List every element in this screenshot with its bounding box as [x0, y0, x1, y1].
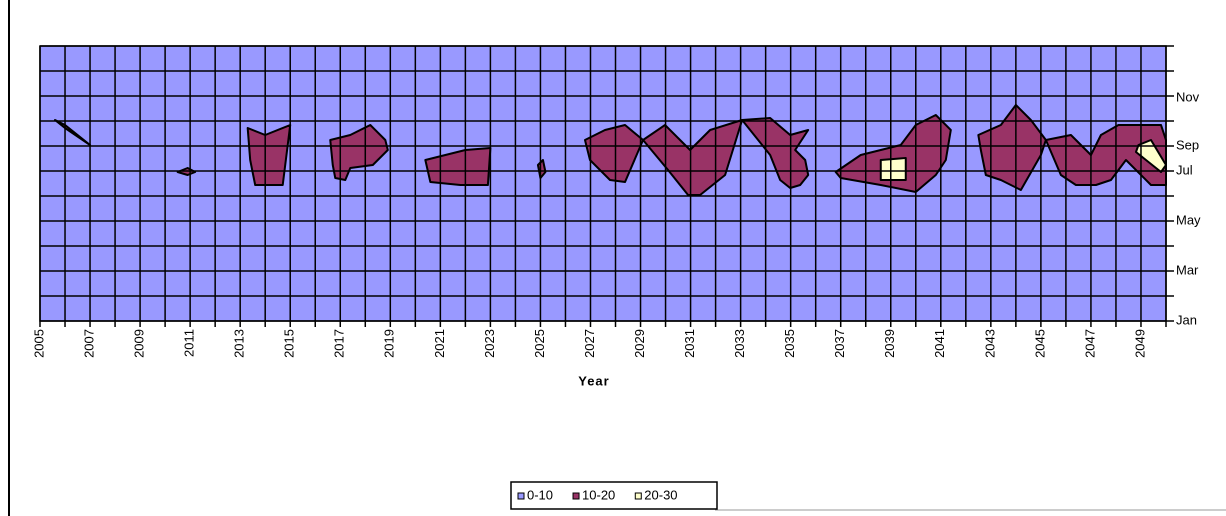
x-axis-title: Year [578, 373, 609, 388]
y-tick-label: Nov [1176, 89, 1200, 104]
legend-swatch [634, 492, 642, 500]
x-tick-label: 2017 [332, 329, 347, 358]
legend [510, 481, 718, 510]
x-tick-label: 2041 [932, 329, 947, 358]
y-tick-label: Jul [1176, 162, 1193, 177]
x-tick-label: 2015 [282, 329, 297, 358]
x-tick-label: 2023 [482, 329, 497, 358]
contour-region [246, 124, 292, 186]
legend-label: 10-20 [582, 487, 615, 502]
x-tick-label: 2019 [382, 329, 397, 358]
contour-region [879, 157, 907, 181]
legend-swatch [572, 492, 580, 500]
x-tick-label: 2031 [682, 329, 697, 358]
x-tick-label: 2007 [81, 329, 96, 358]
x-tick-label: 2011 [182, 329, 197, 357]
plot-area [39, 45, 1174, 327]
contour-region [583, 119, 744, 196]
x-tick-label: 2027 [582, 329, 597, 358]
legend-label: 20-30 [644, 487, 677, 502]
x-tick-label: 2021 [432, 329, 447, 358]
legend-label: 0-10 [527, 487, 553, 502]
x-tick-label: 2029 [632, 329, 647, 358]
x-tick-label: 2039 [882, 329, 897, 358]
x-tick-label: 2045 [1032, 329, 1047, 358]
x-tick-label: 2025 [532, 329, 547, 358]
x-tick-label: 2047 [1082, 329, 1097, 358]
x-tick-label: 2033 [732, 329, 747, 358]
plot-border [39, 45, 1167, 322]
x-tick-label: 2013 [232, 329, 247, 358]
legend-swatch [517, 492, 525, 500]
x-tick-label: 2035 [782, 329, 797, 358]
contour-region [1134, 139, 1167, 173]
x-tick-label: 2049 [1132, 329, 1147, 358]
band-background [40, 46, 1166, 321]
y-tick-label: May [1176, 212, 1201, 227]
y-tick-label: Sep [1176, 137, 1199, 152]
x-tick-label: 2009 [132, 329, 147, 358]
y-tick-label: Jan [1176, 312, 1197, 327]
x-tick-label: 2005 [31, 329, 46, 358]
contour-region [329, 124, 389, 181]
x-tick-label: 2043 [982, 329, 997, 358]
x-tick-label: 2037 [832, 329, 847, 358]
y-tick-label: Mar [1176, 262, 1199, 277]
